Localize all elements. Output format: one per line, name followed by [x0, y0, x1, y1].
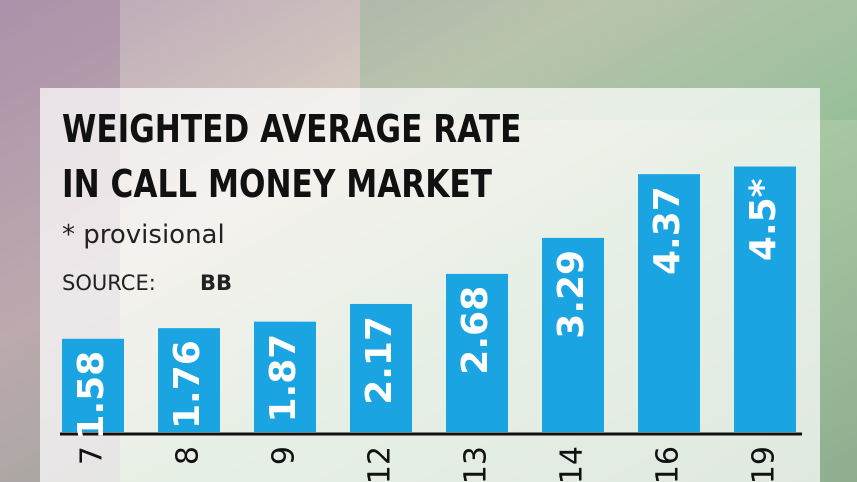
bar — [350, 303, 412, 432]
value-label: 1.87 — [263, 334, 304, 423]
value-label: 1.76 — [167, 340, 208, 429]
value-label: 2.17 — [359, 316, 400, 405]
x-tick-label: 16 — [651, 446, 686, 482]
value-label: 1.58 — [71, 351, 112, 440]
x-tick-label: 12 — [363, 446, 398, 482]
x-tick-label: 9 — [267, 446, 302, 465]
value-label: 4.37 — [647, 186, 688, 275]
value-label: 4.5* — [743, 178, 784, 261]
bar — [158, 328, 220, 432]
bar — [638, 174, 700, 433]
x-tick-label: 13 — [459, 446, 494, 482]
x-tick-label: 14 — [555, 446, 590, 482]
bar — [446, 273, 508, 432]
chart-title: WEIGHTED AVERAGE RATE — [62, 108, 521, 152]
bar — [62, 338, 124, 432]
x-tick-label: 8 — [171, 446, 206, 465]
bar — [542, 237, 604, 432]
source-label: SOURCE: — [62, 271, 156, 295]
bar — [254, 321, 316, 432]
x-tick-label: 19 — [747, 446, 782, 482]
bar — [734, 166, 796, 432]
value-label: 3.29 — [551, 250, 592, 339]
subtitle: * provisional — [62, 220, 225, 250]
source: BB — [200, 271, 232, 295]
chart-title: IN CALL MONEY MARKET — [62, 163, 492, 207]
value-label: 2.68 — [455, 286, 496, 375]
x-tick-label: 7 — [75, 446, 110, 465]
